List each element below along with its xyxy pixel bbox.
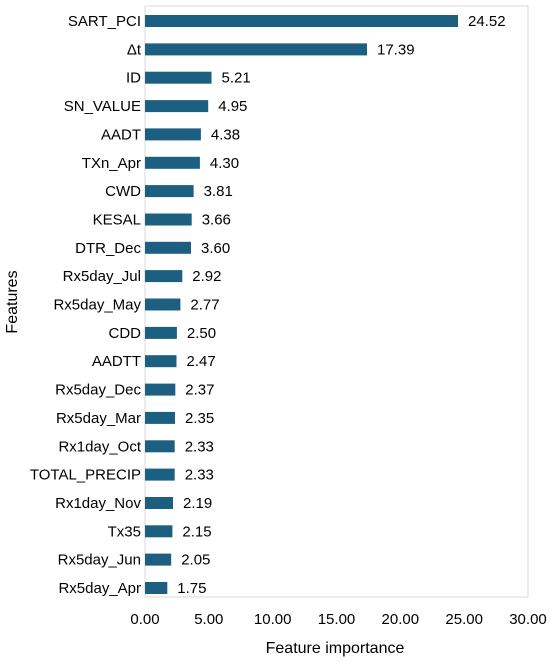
value-label: 1.75 [177,580,206,597]
bar-9 [145,270,183,283]
x-tick-label: 15.00 [318,611,356,628]
bar-6 [145,185,194,198]
value-label: 4.95 [218,98,247,115]
bar-14 [145,411,175,424]
value-labels: 24.52 17.39 5.21 4.95 4.38 4.30 3.81 3.66 3.60 2.… [177,13,505,597]
x-tick-label: 5.00 [194,611,223,628]
bar-5 [145,156,200,169]
bar-3 [145,100,209,113]
category-label: KESAL [93,212,141,229]
value-label: 4.38 [211,126,240,143]
bar-20 [145,582,168,594]
category-label: AADT [101,126,141,143]
y-axis-title: Features [4,270,21,333]
x-axis-title: Feature importance [266,640,405,657]
value-label: 5.21 [222,70,251,87]
value-label: 2.92 [192,268,221,285]
value-label: 2.37 [185,382,214,399]
value-label: 17.39 [377,41,415,58]
category-label: TXn_Apr [82,155,141,172]
x-tick-labels: 0.00 5.00 10.00 15.00 20.00 25.00 30.00 [130,611,546,628]
value-label: 3.66 [202,212,231,229]
category-label: TOTAL_PRECIP [30,467,141,484]
value-label: 2.33 [185,438,214,455]
category-label: Rx5day_Mar [56,410,141,427]
x-tick-label: 0.00 [130,611,159,628]
bars-group [145,15,458,594]
bar-16 [145,468,175,481]
category-label: AADTT [92,353,141,370]
x-tick-label: 25.00 [445,611,483,628]
category-labels: SART_PCI Δt ID SN_VALUE AADT TXn_Apr CWD KESAL D… [30,13,142,597]
value-label: 24.52 [468,13,506,30]
category-label: SART_PCI [68,13,141,30]
value-label: 2.35 [185,410,214,427]
category-label: SN_VALUE [64,98,141,115]
value-label: 3.60 [201,240,230,257]
bar-0 [145,15,458,27]
value-label: 4.30 [210,155,239,172]
category-label: CWD [105,183,141,200]
category-label: Rx5day_Dec [55,382,141,399]
bar-12 [145,355,177,368]
bar-15 [145,440,175,453]
value-label: 2.05 [181,552,210,569]
bar-13 [145,383,176,396]
bar-7 [145,213,192,226]
value-label: 2.47 [187,353,216,370]
bar-10 [145,298,181,311]
bar-18 [145,525,173,538]
value-label: 2.19 [183,495,212,512]
category-label: Rx1day_Nov [55,495,141,512]
bar-17 [145,497,173,509]
category-label: Rx1day_Oct [58,438,141,455]
value-label: 2.15 [182,523,211,540]
category-label: CDD [109,325,142,342]
bar-11 [145,326,177,339]
category-label: Δt [127,41,142,58]
x-tick-label: 20.00 [382,611,420,628]
value-label: 2.33 [185,467,214,484]
x-tick-label: 10.00 [254,611,292,628]
category-label: Tx35 [108,523,141,540]
bar-1 [145,43,367,56]
value-label: 3.81 [204,183,233,200]
x-tick-label: 30.00 [509,611,547,628]
bar-2 [145,71,212,84]
bar-4 [145,128,201,141]
category-label: Rx5day_Apr [58,580,141,597]
bar-19 [145,553,172,566]
value-label: 2.77 [190,297,219,314]
category-label: Rx5day_Jul [63,268,141,285]
category-label: Rx5day_Jun [58,552,141,569]
value-label: 2.50 [187,325,216,342]
bar-8 [145,241,191,254]
category-label: ID [126,70,141,87]
category-label: Rx5day_May [53,297,141,314]
category-label: DTR_Dec [75,240,141,257]
